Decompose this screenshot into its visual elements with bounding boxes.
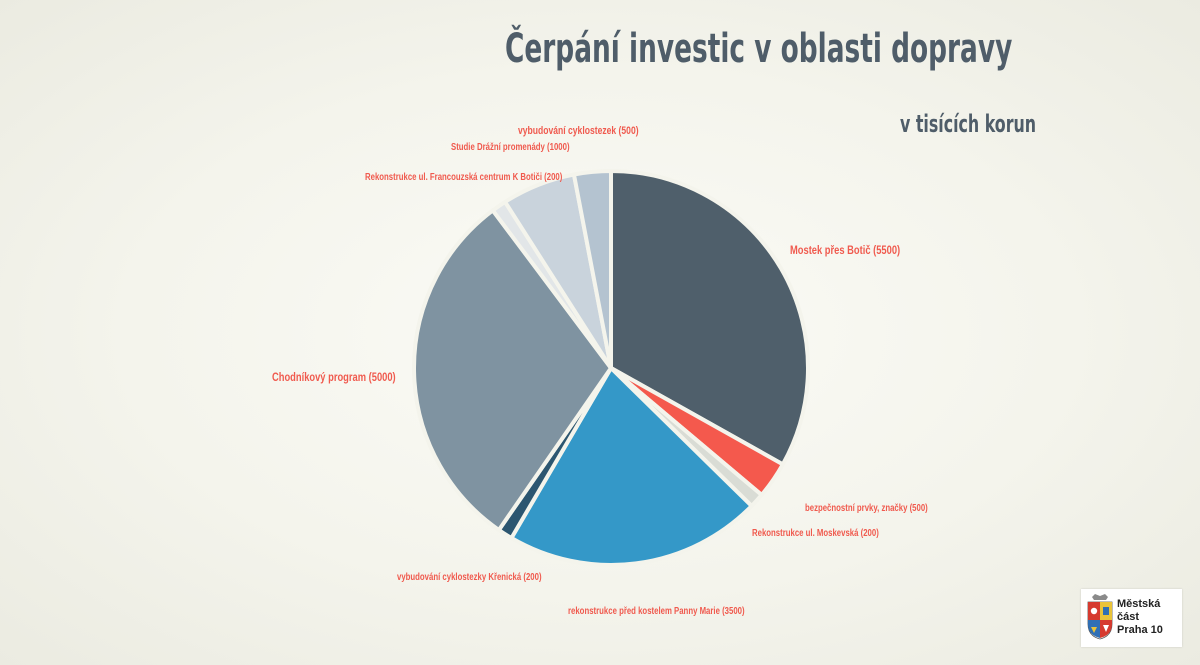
slice-label-7: Rekonstrukce ul. Francouzská centrum K B…: [365, 171, 562, 182]
pie-slice-6: [412, 208, 613, 532]
pie-slice-9: [571, 169, 613, 370]
slice-label-6: Chodníkový program (5000): [272, 371, 396, 384]
slice-label-9: vybudování cyklostezek (500): [518, 125, 639, 137]
pie-slice-1: [609, 169, 810, 467]
logo-line-1: Městská: [1117, 598, 1161, 610]
slice-label-3: Rekonstrukce ul. Moskevská (200): [752, 527, 879, 538]
pie-slice-4: [509, 366, 754, 567]
slice-label-1: Mostek přes Botič (5500): [790, 244, 901, 257]
logo-line-3: Praha 10: [1117, 624, 1163, 636]
slice-label-5: vybudování cyklostezky Křenická (200): [397, 571, 542, 582]
slide-subtitle: v tisících korun: [900, 110, 1037, 138]
slice-label-2: bezpečnostní prvky, značky (500): [805, 502, 928, 513]
slice-label-4: rekonstrukce před kostelem Panny Marie (…: [568, 605, 745, 616]
slice-label-8: Studie Drážní promenády (1000): [451, 141, 570, 152]
slide-title: Čerpání investic v oblasti dopravy: [505, 26, 1013, 72]
logo-line-2: část: [1117, 611, 1140, 623]
coat-of-arms-icon: [1087, 594, 1113, 640]
municipality-logo: Městská část Praha 10: [1081, 589, 1182, 647]
